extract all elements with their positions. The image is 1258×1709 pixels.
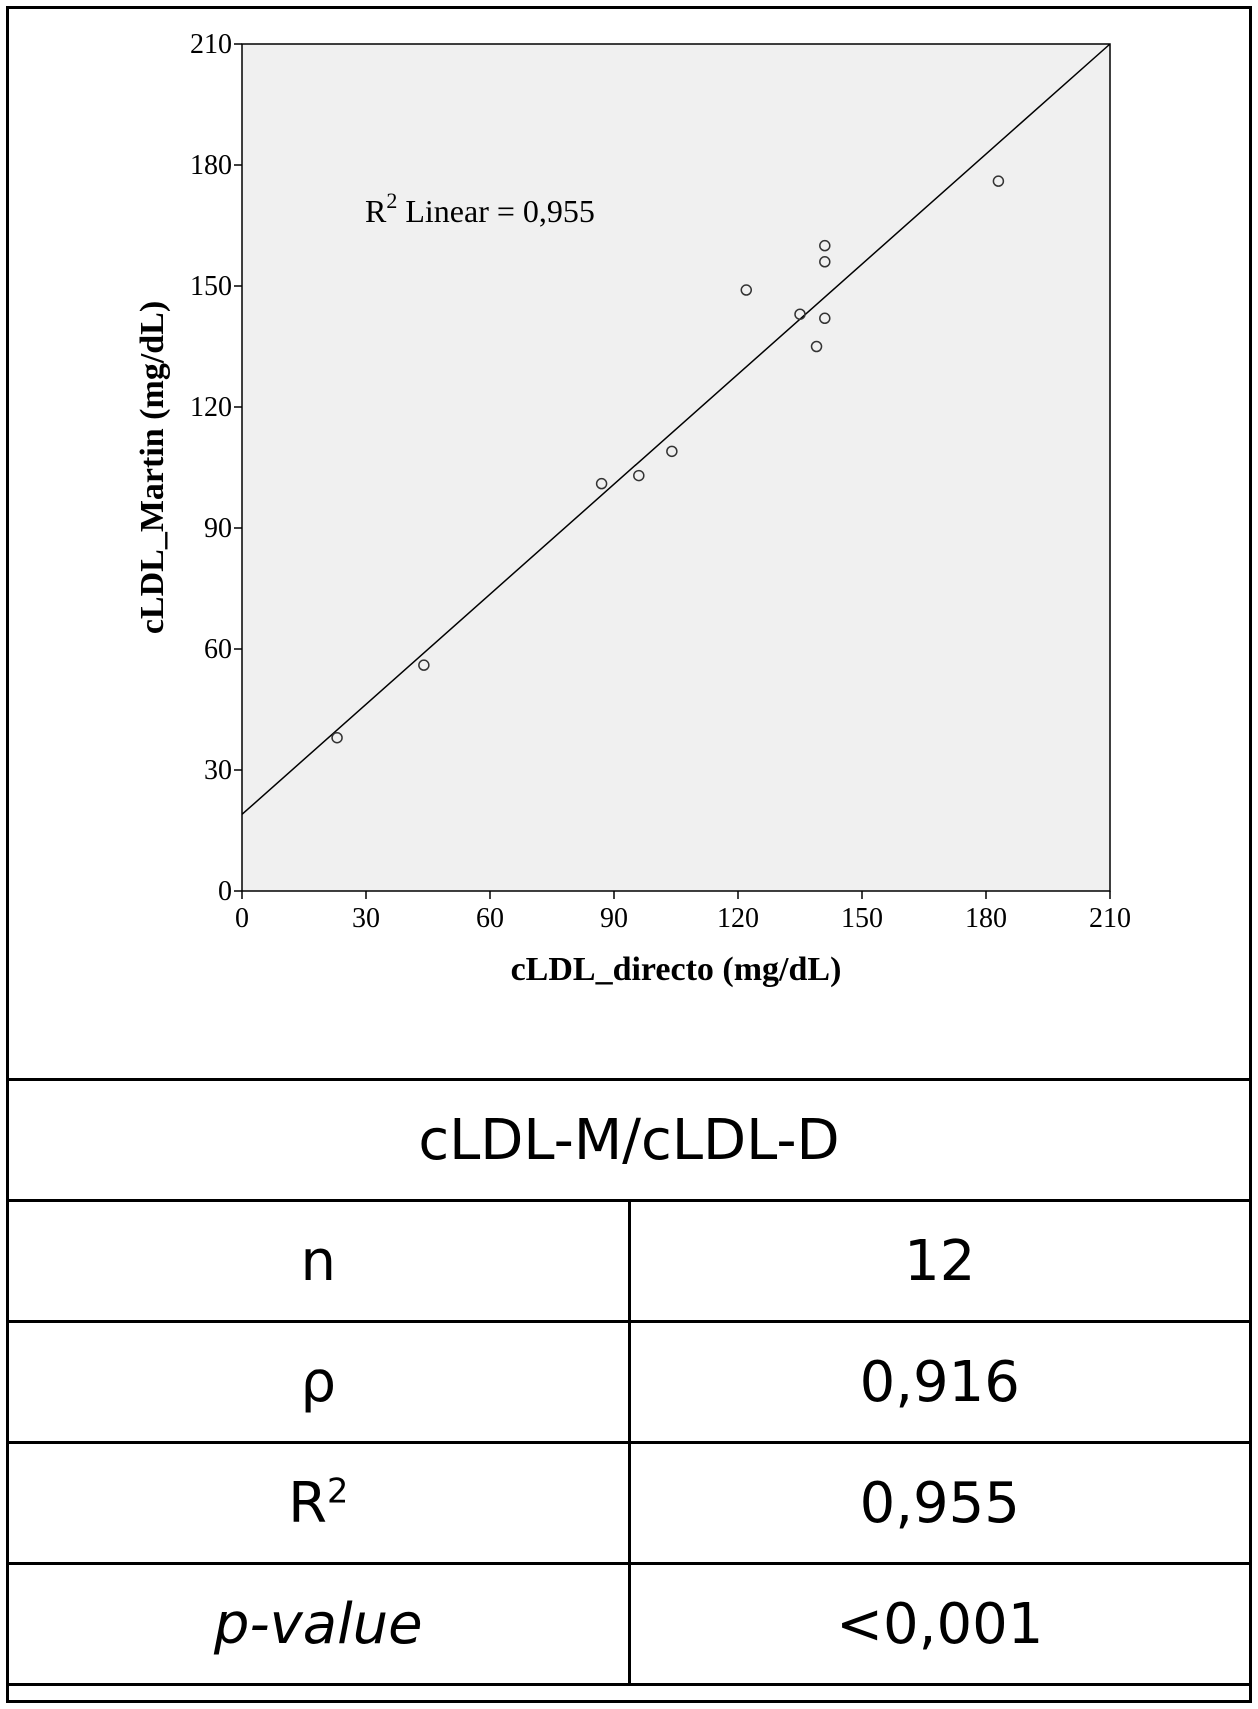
y-tick-label: 210 (190, 29, 232, 60)
x-axis-title: cLDL_directo (mg/dL) (511, 951, 842, 988)
y-tick-label: 30 (204, 755, 232, 786)
data-point (794, 308, 806, 320)
y-tick-label: 120 (190, 392, 232, 423)
data-point (819, 312, 831, 325)
y-tick-label: 0 (218, 876, 232, 907)
r2-annotation-sup: 2 (386, 188, 397, 213)
y-tick-label: 150 (190, 271, 232, 302)
r2-annotation-prefix: R (365, 193, 387, 229)
r2-annotation-suffix: Linear = 0,955 (397, 193, 595, 229)
stat-value-rho: 0,916 (627, 1320, 1252, 1444)
x-tick-label: 150 (841, 903, 883, 934)
plot-area (241, 43, 1111, 892)
data-point (595, 477, 608, 490)
data-points (331, 175, 1005, 744)
x-tick-label: 60 (476, 903, 504, 934)
stat-label-r2-base: R (288, 1470, 328, 1536)
x-tick-label: 90 (600, 903, 628, 934)
r2-annotation: R2 Linear = 0,955 (365, 188, 595, 229)
stat-value-n: 12 (627, 1199, 1252, 1323)
data-point (819, 256, 831, 268)
stat-label-pvalue: p-value (6, 1562, 631, 1686)
x-tick-label: 0 (235, 903, 249, 934)
table-row: ρ 0,916 (6, 1320, 1252, 1444)
y-tick-label: 90 (204, 513, 232, 544)
stat-value-pvalue: <0,001 (627, 1562, 1252, 1686)
stat-value-r2: 0,955 (627, 1441, 1252, 1565)
stat-label-n: n (6, 1199, 631, 1323)
stats-table: cLDL-M/cLDL-D n 12 ρ 0,916 R2 0,955 p-va… (6, 1078, 1252, 1686)
fit-line-group (241, 43, 1111, 815)
table-row: n 12 (6, 1199, 1252, 1323)
stat-label-r2: R2 (6, 1441, 631, 1565)
table-row: R2 0,955 (6, 1441, 1252, 1565)
stat-label-r2-sup: 2 (327, 1470, 349, 1510)
table-row: p-value <0,001 (6, 1562, 1252, 1686)
scatter-chart: 0 30 60 90 120 150 180 210 0 30 60 90 120 150 180 210 c… (134, 29, 1131, 988)
x-tick-label: 180 (965, 903, 1007, 934)
x-tick-label: 210 (1089, 903, 1131, 934)
data-point (331, 731, 343, 744)
data-point (666, 445, 678, 458)
data-point (633, 469, 645, 482)
data-point (740, 284, 753, 296)
axis-ticks: 0 30 60 90 120 150 180 210 0 30 60 90 120 150 180 210 (190, 29, 1131, 934)
stat-label-rho: ρ (6, 1320, 631, 1444)
data-point (992, 175, 1005, 187)
x-tick-label: 30 (352, 903, 380, 934)
data-point (819, 239, 831, 252)
data-point (418, 659, 430, 671)
fit-line (241, 43, 1111, 815)
stats-header-row: cLDL-M/cLDL-D (6, 1078, 1252, 1202)
stats-header: cLDL-M/cLDL-D (6, 1078, 1252, 1202)
y-tick-label: 60 (204, 634, 232, 665)
y-axis-title: cLDL_Martin (mg/dL) (134, 301, 171, 634)
x-tick-label: 120 (717, 903, 759, 934)
y-tick-label: 180 (190, 150, 232, 181)
data-point (810, 340, 823, 353)
